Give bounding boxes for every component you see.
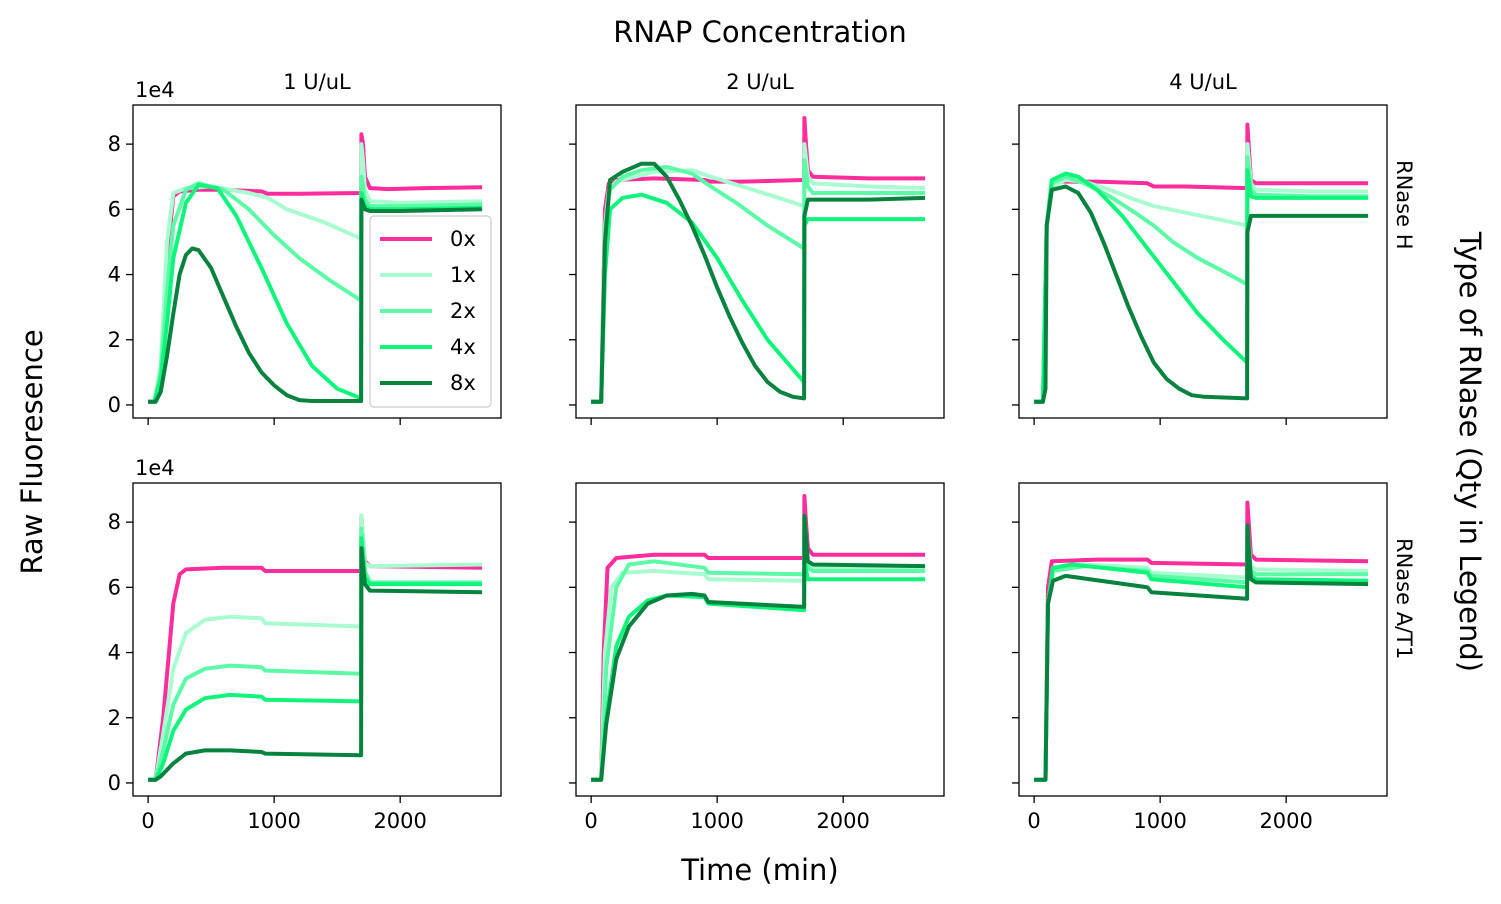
y-tick-label: 6	[108, 575, 121, 599]
y-tick-label: 0	[108, 771, 121, 795]
axes-frame	[1018, 482, 1388, 797]
column-title: 1 U/uL	[283, 70, 351, 94]
panel-r1-c2: 0 1000 2000 RNase A/T1	[1012, 482, 1416, 833]
series-line-4x	[1034, 168, 1369, 404]
panel-r1-c1: 0 1000 2000	[569, 482, 945, 833]
legend-label-4x: 4x	[450, 335, 476, 359]
series-line-4x	[591, 559, 926, 782]
series-line-2x	[148, 174, 483, 404]
y-offset-label: 1e4	[135, 78, 175, 102]
series-line-8x	[148, 546, 483, 782]
x-tick-label: 2000	[1259, 809, 1312, 833]
row-label: RNase A/T1	[1392, 538, 1416, 659]
x-tick-label: 1000	[1133, 809, 1186, 833]
column-title: 2 U/uL	[726, 70, 794, 94]
panel-r0-c1: 2 U/uL	[569, 70, 945, 425]
series-line-2x	[1034, 155, 1369, 404]
panel-r0-c0: 0 2 4 6 8 1e4 1 U/uL 0x 1x 2x 4x 8x	[108, 70, 502, 425]
legend-label-8x: 8x	[450, 371, 476, 395]
x-tick-label: 0	[141, 809, 154, 833]
axes-frame	[132, 104, 502, 419]
legend-label-2x: 2x	[450, 299, 476, 323]
y-tick-label: 8	[108, 510, 121, 534]
series-line-1x	[148, 513, 483, 782]
x-tick-label: 2000	[373, 809, 426, 833]
series-line-0x	[148, 513, 483, 782]
x-tick-label: 1000	[247, 809, 300, 833]
series-line-8x	[1034, 184, 1369, 404]
series-line-0x	[1034, 122, 1369, 404]
axes-frame	[1018, 104, 1388, 419]
legend: 0x 1x 2x 4x 8x	[369, 215, 492, 408]
supxlabel: Time (min)	[680, 853, 839, 887]
series-line-4x	[148, 536, 483, 782]
y-tick-label: 4	[108, 641, 121, 665]
y-tick-label: 0	[108, 393, 121, 417]
series-line-8x	[148, 197, 483, 404]
right-label: Type of RNase (Qty in Legend)	[1453, 231, 1487, 672]
series-line-1x	[148, 142, 483, 404]
x-tick-label: 1000	[690, 809, 743, 833]
series-line-0x	[591, 116, 926, 404]
supylabel: Raw Fluoresence	[15, 329, 49, 574]
panel-r1-c0: 0 1000 2000 0 2 4 6 8 1e4	[108, 456, 502, 833]
series-line-0x	[1034, 500, 1369, 782]
x-tick-label: 0	[1027, 809, 1040, 833]
legend-label-0x: 0x	[450, 227, 476, 251]
y-tick-label: 2	[108, 706, 121, 730]
suptitle: RNAP Concentration	[613, 15, 907, 49]
series-line-0x	[591, 494, 926, 782]
panels-group: 0 2 4 6 8 1e4 1 U/uL 0x 1x 2x 4x 8x 2 U/uL 4 U/uL RNas…	[108, 70, 1416, 833]
y-tick-label: 8	[108, 132, 121, 156]
y-tick-label: 2	[108, 328, 121, 352]
axes-frame	[132, 482, 502, 797]
axes-frame	[575, 104, 945, 419]
legend-label-1x: 1x	[450, 263, 476, 287]
column-title: 4 U/uL	[1169, 70, 1237, 94]
series-line-8x	[591, 513, 926, 782]
x-tick-label: 2000	[816, 809, 869, 833]
y-tick-label: 6	[108, 197, 121, 221]
y-tick-label: 4	[108, 263, 121, 287]
series-line-2x	[591, 520, 926, 782]
y-offset-label: 1e4	[135, 456, 175, 480]
row-label: RNase H	[1392, 160, 1416, 250]
series-line-8x	[1034, 523, 1369, 782]
series-line-8x	[591, 161, 926, 404]
axes-frame	[575, 482, 945, 797]
panel-r0-c2: 4 U/uL RNase H	[1012, 70, 1416, 425]
x-tick-label: 0	[584, 809, 597, 833]
